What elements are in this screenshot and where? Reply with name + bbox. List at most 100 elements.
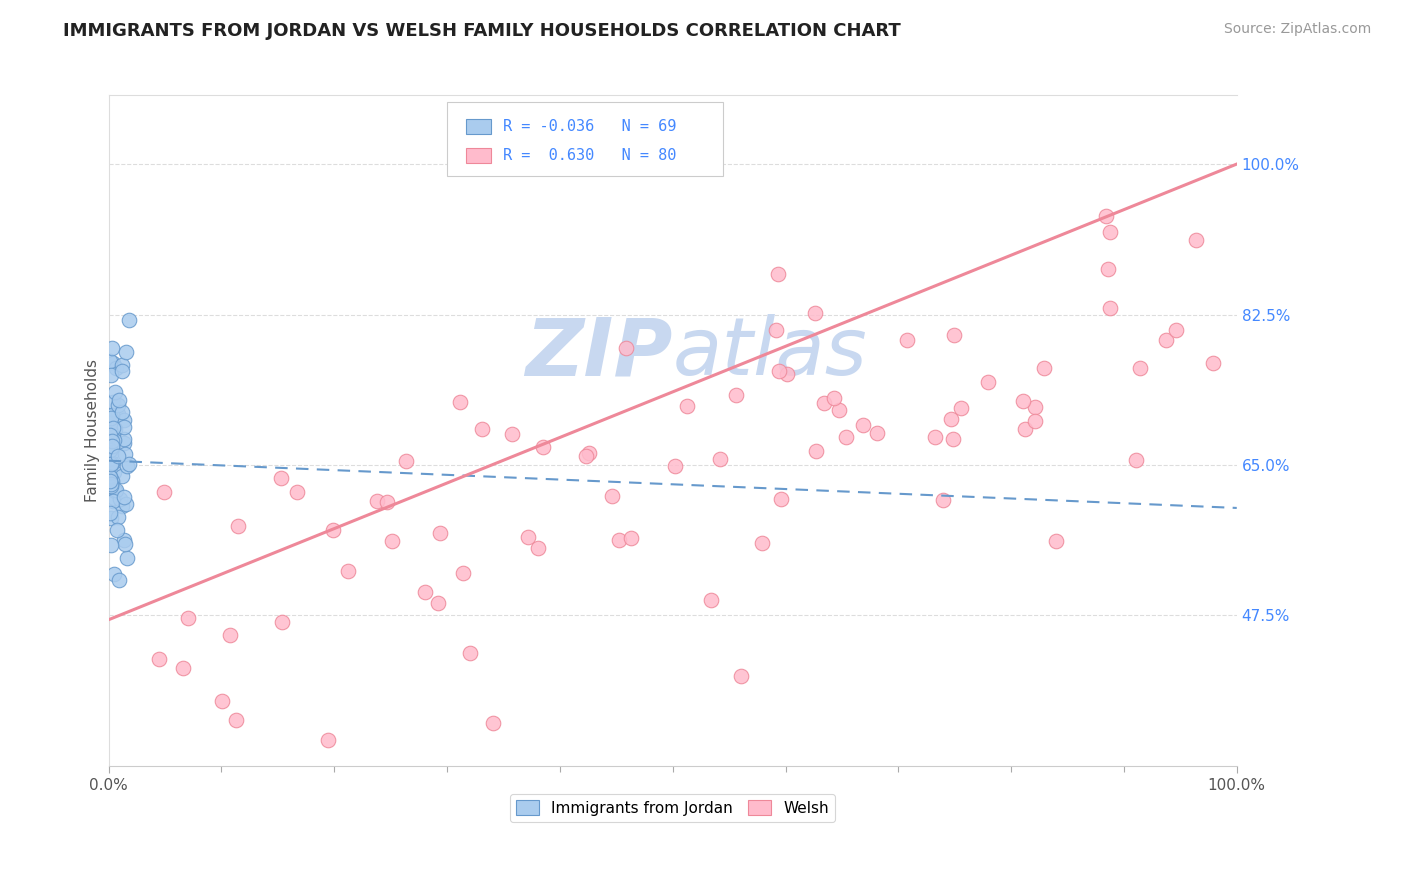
Point (527, 541, 550, 555)
Point (101, 434, 124, 448)
Point (98, 427, 121, 442)
Point (765, 323, 787, 337)
Point (1166, 323, 1188, 337)
Point (103, 434, 125, 448)
Point (1202, 356, 1225, 370)
Point (98, 442, 121, 457)
Point (100, 341, 122, 355)
Point (725, 388, 748, 402)
Point (98, 470, 121, 484)
Point (115, 345, 138, 359)
Point (941, 412, 963, 426)
Point (98, 409, 121, 423)
Point (834, 430, 856, 444)
Text: R =  0.630   N = 80: R = 0.630 N = 80 (503, 148, 676, 163)
Point (977, 376, 1000, 390)
Point (98, 470, 121, 484)
Point (1032, 360, 1054, 375)
Point (813, 396, 835, 410)
FancyBboxPatch shape (447, 102, 724, 176)
Point (112, 491, 135, 505)
Point (1045, 534, 1067, 549)
Point (107, 510, 129, 524)
Point (103, 494, 125, 508)
Point (932, 493, 955, 508)
Point (827, 402, 849, 417)
Point (100, 410, 122, 425)
Text: R = -0.036   N = 69: R = -0.036 N = 69 (503, 120, 676, 135)
Point (112, 433, 135, 447)
Point (1099, 225, 1122, 239)
Point (101, 445, 124, 459)
Point (336, 564, 359, 578)
Point (751, 536, 773, 550)
Point (104, 360, 127, 375)
Point (112, 420, 135, 434)
Point (600, 490, 623, 504)
Point (614, 341, 637, 355)
FancyBboxPatch shape (467, 148, 491, 163)
Point (104, 483, 127, 498)
Point (112, 413, 135, 427)
Point (1097, 262, 1119, 277)
Point (111, 358, 134, 372)
Text: Source: ZipAtlas.com: Source: ZipAtlas.com (1223, 22, 1371, 37)
Point (98, 416, 121, 430)
Point (709, 452, 731, 467)
Point (460, 646, 482, 660)
Point (118, 313, 141, 327)
Point (768, 364, 790, 378)
Point (768, 267, 790, 281)
Point (1185, 233, 1208, 247)
Point (100, 457, 122, 471)
Point (100, 479, 122, 493)
Point (950, 401, 973, 415)
Point (107, 449, 129, 463)
Point (531, 440, 554, 454)
Point (942, 328, 965, 343)
Point (924, 430, 946, 444)
Point (285, 484, 308, 499)
Point (112, 533, 135, 547)
Point (377, 495, 399, 509)
Text: atlas: atlas (672, 315, 868, 392)
Point (98, 469, 121, 483)
Point (316, 733, 339, 747)
Point (804, 443, 827, 458)
Point (415, 585, 437, 599)
Point (271, 615, 294, 629)
Point (578, 446, 600, 460)
Point (114, 536, 136, 550)
Point (115, 458, 138, 473)
Point (100, 511, 122, 525)
Point (1012, 394, 1035, 409)
Point (114, 447, 136, 461)
Point (218, 628, 240, 642)
Point (700, 592, 723, 607)
Point (942, 432, 965, 446)
Point (101, 456, 124, 470)
Point (676, 399, 699, 413)
Point (103, 427, 125, 442)
Point (1024, 414, 1046, 428)
Point (105, 483, 128, 498)
Point (896, 333, 918, 347)
Point (823, 391, 845, 405)
Point (105, 524, 128, 538)
Point (108, 573, 131, 587)
Point (451, 566, 474, 581)
Point (426, 596, 449, 610)
Point (98, 465, 121, 479)
Point (172, 660, 194, 674)
Point (98, 475, 121, 489)
Point (211, 694, 233, 708)
Point (104, 385, 127, 400)
Point (118, 457, 141, 471)
Point (270, 470, 292, 484)
FancyBboxPatch shape (467, 120, 491, 134)
Point (100, 368, 122, 383)
Point (148, 652, 170, 666)
Point (517, 530, 540, 544)
Point (115, 497, 138, 511)
Point (111, 468, 134, 483)
